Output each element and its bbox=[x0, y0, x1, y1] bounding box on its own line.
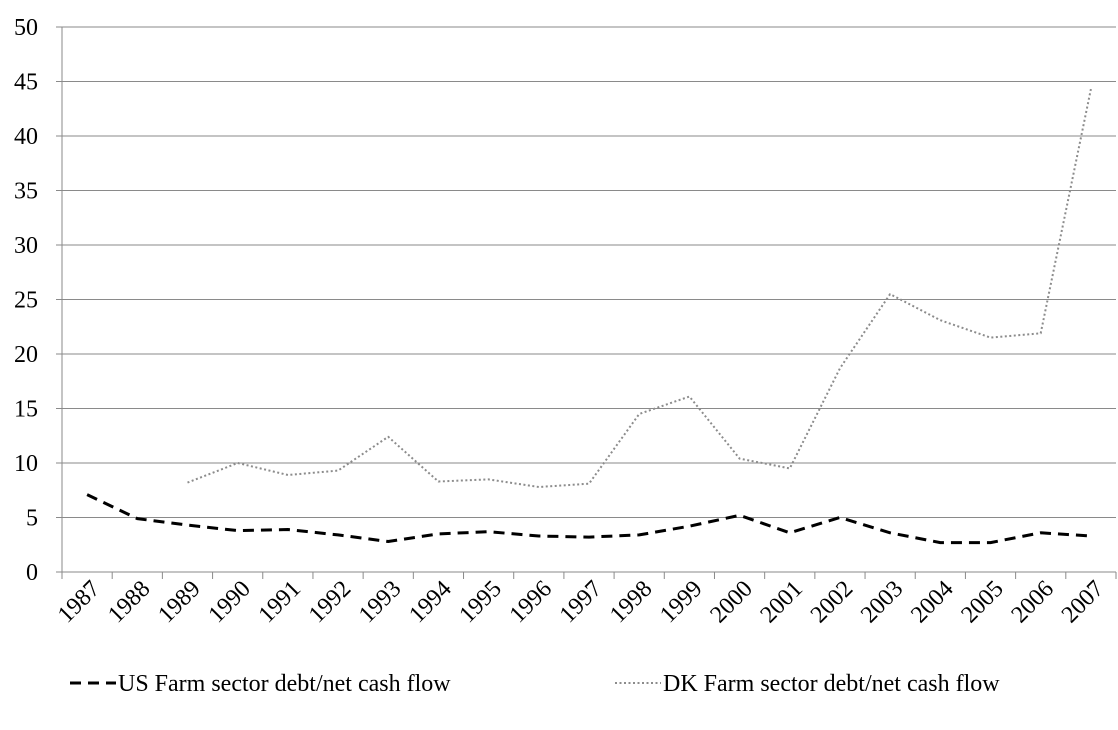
x-tick-label: 1993 bbox=[354, 576, 406, 628]
gridlines bbox=[62, 26, 1116, 518]
x-tick-label: 1996 bbox=[505, 576, 557, 628]
axes bbox=[56, 26, 1117, 579]
x-tick-label: 2000 bbox=[705, 576, 757, 628]
legend-label-dk: DK Farm sector debt/net cash flow bbox=[663, 671, 1000, 697]
y-tick-label: 30 bbox=[14, 233, 38, 259]
series-line-us bbox=[86, 493, 1091, 545]
x-tick-label: 1990 bbox=[204, 576, 256, 628]
y-tick-label: 0 bbox=[26, 560, 38, 586]
x-tick-label: 2005 bbox=[956, 576, 1008, 628]
x-tick-label: 1995 bbox=[455, 576, 507, 628]
y-tick-label: 35 bbox=[14, 179, 38, 205]
series-line-dk bbox=[187, 88, 1092, 488]
series-lines bbox=[86, 88, 1092, 545]
legend: US Farm sector debt/net cash flow DK Farm… bbox=[70, 671, 1000, 697]
x-tick-label: 2002 bbox=[806, 576, 858, 628]
x-tick-label: 1989 bbox=[153, 576, 205, 628]
legend-label-us: US Farm sector debt/net cash flow bbox=[118, 671, 451, 697]
y-tick-labels: 0 5 10 15 20 25 30 35 40 45 50 bbox=[14, 15, 38, 586]
x-tick-label: 1992 bbox=[304, 576, 356, 628]
x-tick-label: 1999 bbox=[655, 576, 707, 628]
x-tick-label: 1994 bbox=[404, 576, 456, 628]
x-tick-label: 1998 bbox=[605, 576, 657, 628]
x-tick-label: 1988 bbox=[103, 576, 155, 628]
x-tick-label: 2006 bbox=[1007, 576, 1059, 628]
y-tick-label: 20 bbox=[14, 342, 38, 368]
x-tick-label: 1991 bbox=[254, 576, 306, 628]
x-tick-label: 2003 bbox=[856, 576, 908, 628]
x-tick-label: 2001 bbox=[756, 576, 808, 628]
y-tick-label: 15 bbox=[14, 397, 38, 423]
y-tick-label: 45 bbox=[14, 70, 38, 96]
x-tick-labels: 1987198819891990199119921993199419951996… bbox=[53, 576, 1109, 628]
x-tick-label: 2004 bbox=[906, 576, 958, 628]
x-tick-label: 1997 bbox=[555, 576, 607, 628]
y-tick-label: 10 bbox=[14, 451, 38, 477]
x-tick-label: 2007 bbox=[1057, 576, 1109, 628]
y-tick-label: 25 bbox=[14, 288, 38, 314]
y-tick-label: 40 bbox=[14, 124, 38, 150]
y-tick-label: 5 bbox=[26, 506, 38, 532]
y-tick-label: 50 bbox=[14, 15, 38, 41]
x-tick-label: 1987 bbox=[53, 576, 105, 628]
